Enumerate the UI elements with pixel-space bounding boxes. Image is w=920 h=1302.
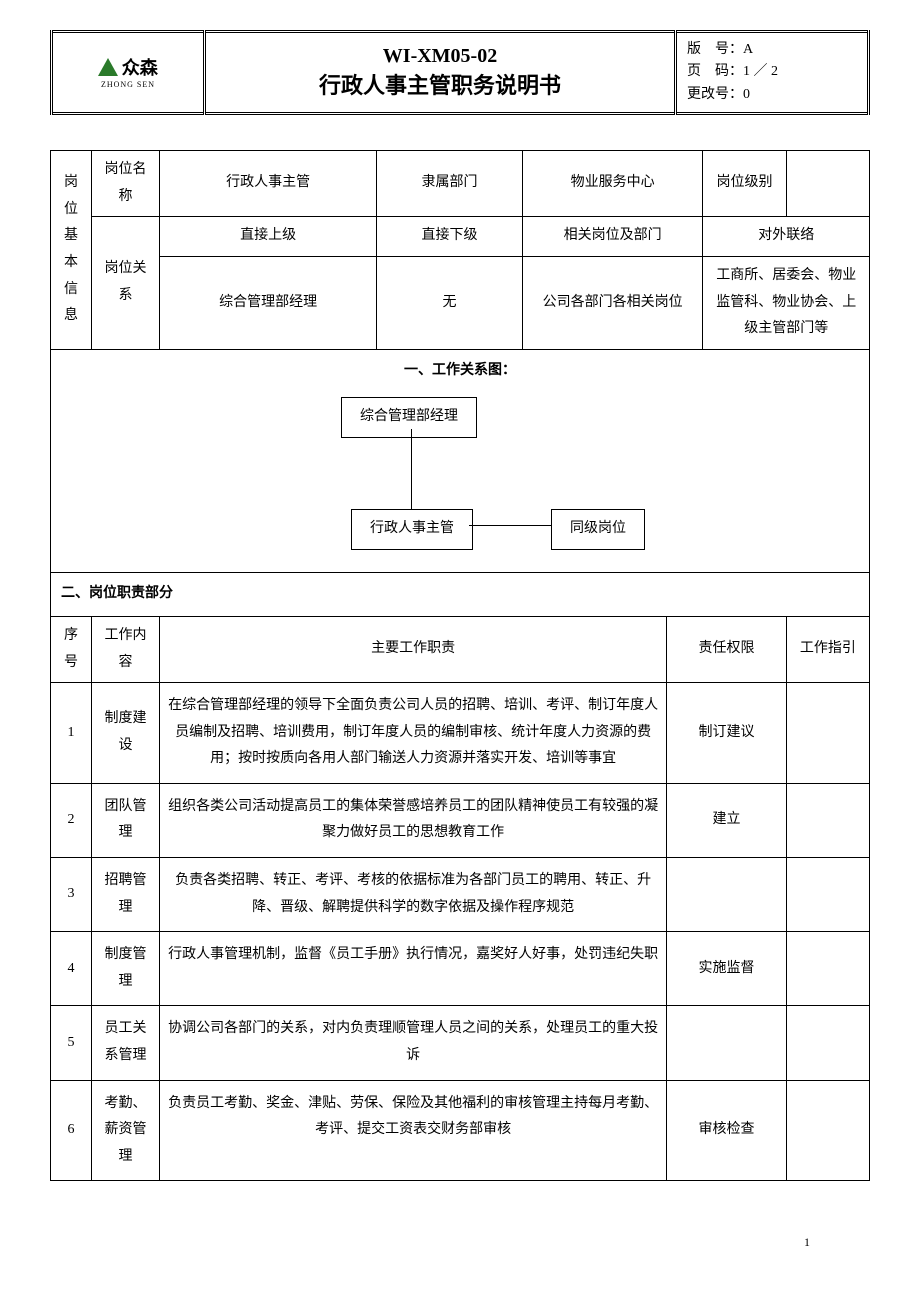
resp-main: 协调公司各部门的关系，对内负责理顺管理人员之间的关系，处理员工的重大投诉: [159, 1006, 666, 1080]
resp-guide: [786, 858, 869, 932]
level-label: 岗位级别: [703, 151, 786, 217]
table-row: 5员工关系管理协调公司各部门的关系，对内负责理顺管理人员之间的关系，处理员工的重…: [51, 1006, 870, 1080]
resp-section-title: 二、岗位职责部分: [51, 573, 870, 617]
resp-content: 招聘管理: [92, 858, 160, 932]
logo-subtext: ZHONG SEN: [98, 80, 158, 89]
resp-header-guide: 工作指引: [786, 616, 869, 682]
main-table: 岗位基本信息 岗位名称 行政人事主管 隶属部门 物业服务中心 岗位级别 岗位关系…: [50, 150, 870, 1181]
org-vline: [411, 429, 412, 509]
table-row: 1制度建设在综合管理部经理的领导下全面负责公司人员的招聘、培训、考评、制订年度人…: [51, 683, 870, 784]
resp-section-row: 二、岗位职责部分: [51, 573, 870, 617]
resp-header-no: 序号: [51, 616, 92, 682]
name-value: 行政人事主管: [159, 151, 376, 217]
resp-no: 1: [51, 683, 92, 784]
table-row: 6考勤、薪资管理负责员工考勤、奖金、津贴、劳保、保险及其他福利的审核管理主持每月…: [51, 1080, 870, 1181]
name-label: 岗位名称: [92, 151, 160, 217]
external-label: 对外联络: [703, 217, 870, 257]
table-row: 2团队管理组织各类公司活动提高员工的集体荣誉感培养员工的团队精神使员工有较强的凝…: [51, 783, 870, 857]
org-box-right: 同级岗位: [551, 509, 645, 550]
basic-row-1: 岗位基本信息 岗位名称 行政人事主管 隶属部门 物业服务中心 岗位级别: [51, 151, 870, 217]
table-row: 4制度管理行政人事管理机制，监督《员工手册》执行情况，嘉奖好人好事，处罚违纪失职…: [51, 932, 870, 1006]
resp-body: 1制度建设在综合管理部经理的领导下全面负责公司人员的招聘、培训、考评、制订年度人…: [51, 683, 870, 1181]
resp-content: 团队管理: [92, 783, 160, 857]
version-row: 版 号：A: [687, 39, 857, 61]
change-row: 更改号：0: [687, 84, 857, 106]
resp-content: 制度建设: [92, 683, 160, 784]
logo-text: 众森: [122, 54, 158, 80]
resp-guide: [786, 1080, 869, 1181]
resp-content: 员工关系管理: [92, 1006, 160, 1080]
table-row: 3招聘管理负责各类招聘、转正、考评、考核的依据标准为各部门员工的聘用、转正、升降…: [51, 858, 870, 932]
resp-no: 3: [51, 858, 92, 932]
resp-header-auth: 责任权限: [667, 616, 786, 682]
org-box-left: 行政人事主管: [351, 509, 473, 550]
basic-row-2: 岗位关系 直接上级 直接下级 相关岗位及部门 对外联络: [51, 217, 870, 257]
org-hline: [469, 525, 551, 526]
resp-auth: 建立: [667, 783, 786, 857]
resp-content: 考勤、薪资管理: [92, 1080, 160, 1181]
logo-cell: 众森 ZHONG SEN: [52, 32, 205, 114]
resp-auth: 制订建议: [667, 683, 786, 784]
resp-header-content: 工作内容: [92, 616, 160, 682]
resp-main: 在综合管理部经理的领导下全面负责公司人员的招聘、培训、考评、制订年度人员编制及招…: [159, 683, 666, 784]
resp-guide: [786, 932, 869, 1006]
dept-value: 物业服务中心: [522, 151, 703, 217]
resp-content: 制度管理: [92, 932, 160, 1006]
title-cell: WI-XM05-02 行政人事主管职务说明书: [205, 32, 676, 114]
resp-guide: [786, 1006, 869, 1080]
document-code: WI-XM05-02: [216, 45, 664, 68]
resp-header-row: 序号 工作内容 主要工作职责 责任权限 工作指引: [51, 616, 870, 682]
document-title: 行政人事主管职务说明书: [216, 68, 664, 100]
page-number: 1: [804, 1235, 810, 1250]
resp-auth: 实施监督: [667, 932, 786, 1006]
document-header: 众森 ZHONG SEN WI-XM05-02 行政人事主管职务说明书 版 号：…: [50, 30, 870, 115]
resp-header-main: 主要工作职责: [159, 616, 666, 682]
subordinate-label: 直接下级: [377, 217, 523, 257]
resp-main: 行政人事管理机制，监督《员工手册》执行情况，嘉奖好人好事，处罚违纪失职: [159, 932, 666, 1006]
org-diagram: 综合管理部经理 行政人事主管 同级岗位: [51, 392, 869, 572]
resp-main: 组织各类公司活动提高员工的集体荣誉感培养员工的团队精神使员工有较强的凝聚力做好员…: [159, 783, 666, 857]
resp-guide: [786, 683, 869, 784]
external-value: 工商所、居委会、物业监管科、物业协会、上级主管部门等: [703, 256, 870, 349]
org-box-top: 综合管理部经理: [341, 397, 477, 438]
related-value: 公司各部门各相关岗位: [522, 256, 703, 349]
resp-no: 4: [51, 932, 92, 1006]
page-row: 页 码：1 ／ 2: [687, 61, 857, 83]
superior-value: 综合管理部经理: [159, 256, 376, 349]
diagram-row: 一、工作关系图： 综合管理部经理 行政人事主管 同级岗位: [51, 349, 870, 573]
subordinate-value: 无: [377, 256, 523, 349]
diagram-section-title: 一、工作关系图：: [51, 350, 869, 393]
basic-group-label: 岗位基本信息: [51, 151, 92, 350]
resp-auth: [667, 858, 786, 932]
dept-label: 隶属部门: [377, 151, 523, 217]
resp-main: 负责员工考勤、奖金、津贴、劳保、保险及其他福利的审核管理主持每月考勤、考评、提交…: [159, 1080, 666, 1181]
resp-no: 5: [51, 1006, 92, 1080]
company-logo: 众森 ZHONG SEN: [98, 54, 158, 89]
resp-guide: [786, 783, 869, 857]
superior-label: 直接上级: [159, 217, 376, 257]
meta-cell: 版 号：A 页 码：1 ／ 2 更改号：0: [676, 32, 869, 114]
related-label: 相关岗位及部门: [522, 217, 703, 257]
level-value: [786, 151, 869, 217]
logo-triangle-icon: [98, 58, 118, 76]
resp-no: 2: [51, 783, 92, 857]
resp-main: 负责各类招聘、转正、考评、考核的依据标准为各部门员工的聘用、转正、升降、晋级、解…: [159, 858, 666, 932]
basic-row-3: 综合管理部经理 无 公司各部门各相关岗位 工商所、居委会、物业监管科、物业协会、…: [51, 256, 870, 349]
resp-auth: [667, 1006, 786, 1080]
resp-no: 6: [51, 1080, 92, 1181]
resp-auth: 审核检查: [667, 1080, 786, 1181]
rel-label: 岗位关系: [92, 217, 160, 349]
